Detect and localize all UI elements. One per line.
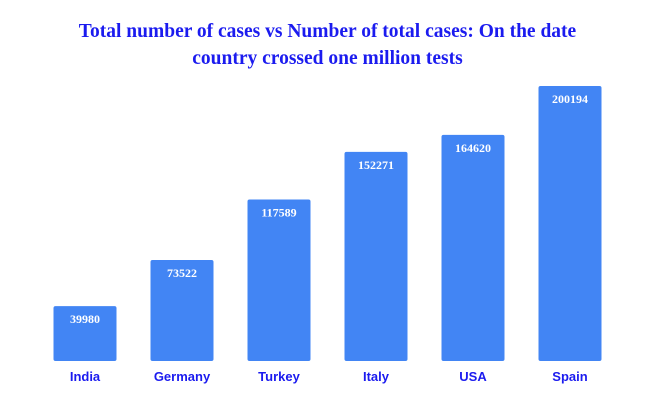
category-label-india: India bbox=[70, 369, 101, 384]
bar-value-label-turkey: 117589 bbox=[261, 205, 296, 219]
bar-india bbox=[53, 306, 117, 361]
bars-group bbox=[53, 86, 602, 361]
bar-value-label-spain: 200194 bbox=[552, 92, 588, 106]
bar-italy bbox=[344, 151, 408, 361]
bar-spain bbox=[538, 86, 602, 361]
bar-value-label-italy: 152271 bbox=[358, 158, 394, 172]
bar-usa bbox=[441, 134, 505, 361]
category-label-usa: USA bbox=[459, 369, 487, 384]
chart-title-line-2: country crossed one million tests bbox=[192, 48, 463, 69]
category-label-italy: Italy bbox=[363, 369, 390, 384]
bar-value-label-india: 39980 bbox=[70, 312, 100, 326]
bar-value-label-usa: 164620 bbox=[455, 141, 491, 155]
category-label-spain: Spain bbox=[552, 369, 587, 384]
category-axis-labels: India Germany Turkey Italy USA Spain bbox=[70, 369, 588, 384]
chart-title-line-1: Total number of cases vs Number of total… bbox=[78, 21, 577, 42]
bar-value-labels: 39980 73522 117589 152271 164620 200194 bbox=[70, 92, 588, 326]
bar-value-label-germany: 73522 bbox=[167, 266, 197, 280]
bar-turkey bbox=[247, 199, 311, 361]
chart-title: Total number of cases vs Number of total… bbox=[0, 18, 655, 72]
bar-germany bbox=[150, 260, 214, 361]
category-label-turkey: Turkey bbox=[258, 369, 300, 384]
category-label-germany: Germany bbox=[154, 369, 211, 384]
